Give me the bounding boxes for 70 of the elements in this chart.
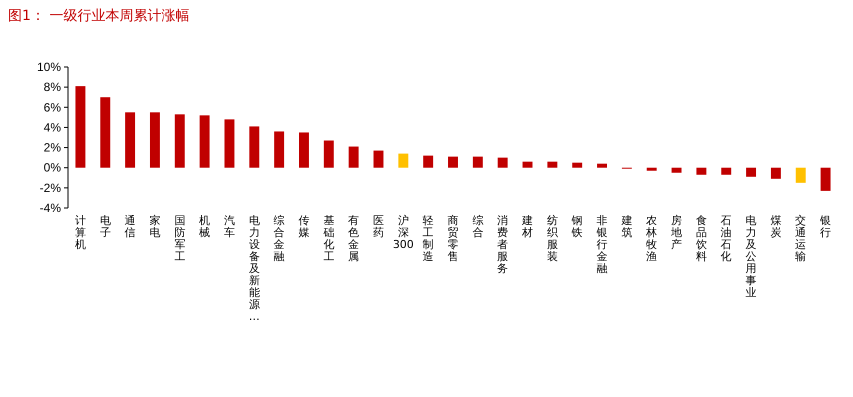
x-tick-label: 房地产	[670, 214, 682, 251]
x-tick-label: 消费者服务	[497, 214, 508, 275]
bar	[423, 156, 434, 168]
bar	[547, 162, 558, 168]
bar	[472, 156, 483, 168]
x-tick-label: 传媒	[298, 214, 310, 239]
bar	[572, 162, 582, 168]
x-tick-label: 非银行金融	[596, 214, 608, 275]
bar	[721, 168, 732, 175]
x-tick-label: 建筑	[620, 214, 632, 239]
x-tick-label: 钢铁	[570, 214, 583, 239]
bar	[820, 168, 831, 191]
bar	[498, 158, 508, 168]
bar	[796, 168, 806, 183]
y-tick-label: 6%	[44, 100, 62, 114]
bar	[696, 168, 706, 175]
bar	[597, 164, 607, 168]
x-tick-label: 食品饮料	[694, 214, 707, 263]
chart-title: 图1： 一级行业本周累计涨幅	[8, 8, 190, 24]
x-tick-label: 综合	[472, 214, 484, 239]
x-tick-label: 基础化工	[322, 214, 334, 263]
bar	[125, 112, 136, 168]
bar	[374, 150, 384, 168]
x-tick-label: 农林牧渔	[645, 214, 658, 263]
y-tick-label: -4%	[40, 201, 62, 215]
x-tick-label: 银行	[819, 214, 832, 239]
bar	[770, 168, 781, 179]
y-tick-label: 0%	[44, 160, 62, 175]
x-tick-label: 轻工制造	[422, 214, 434, 263]
x-tick-label: 汽车	[224, 214, 235, 239]
bar	[174, 114, 185, 168]
bar	[274, 131, 284, 168]
bar	[746, 168, 756, 177]
bar	[224, 119, 234, 168]
x-tick-label: 石油石化	[720, 214, 732, 263]
x-tick-label: 计算机	[74, 214, 86, 251]
bar	[200, 115, 210, 168]
y-tick-label: 2%	[44, 140, 62, 155]
bar	[348, 146, 359, 168]
x-tick-label: 交通运输	[795, 214, 806, 263]
x-tick-label: 医药	[372, 214, 384, 239]
x-tick-label: 国防军工	[174, 214, 186, 263]
bar	[100, 97, 110, 168]
x-tick-label: 建材	[521, 214, 534, 239]
bar	[299, 132, 309, 168]
category-label: 电力设备及新能源…	[248, 214, 260, 323]
bar	[448, 156, 458, 168]
x-tick-label: 综合金融	[274, 214, 285, 263]
x-tick-label: 沪深300	[392, 214, 414, 251]
bar	[150, 112, 160, 168]
x-tick-label: 机械	[199, 214, 210, 239]
y-tick-label: -2%	[40, 180, 62, 195]
bar	[672, 168, 682, 173]
bar	[249, 126, 260, 168]
x-tick-label: 煤炭	[770, 214, 782, 239]
x-tick-label: 纺织服装	[546, 214, 558, 263]
y-tick-label: 4%	[44, 120, 62, 134]
bar	[324, 140, 334, 168]
x-tick-label: 有色金属	[348, 214, 360, 263]
x-tick-label: 电力及公用事业	[746, 214, 757, 299]
bar	[646, 168, 657, 171]
bar	[522, 162, 532, 168]
x-tick-label: 家电	[149, 214, 160, 239]
x-tick-label: 商贸零售	[448, 214, 458, 263]
bar	[398, 154, 408, 168]
x-tick-label: 电子	[100, 214, 111, 239]
bar	[75, 86, 86, 168]
y-tick-label: 10%	[36, 60, 62, 74]
y-tick-label: 8%	[44, 80, 62, 94]
x-tick-label: 通信	[124, 214, 136, 239]
